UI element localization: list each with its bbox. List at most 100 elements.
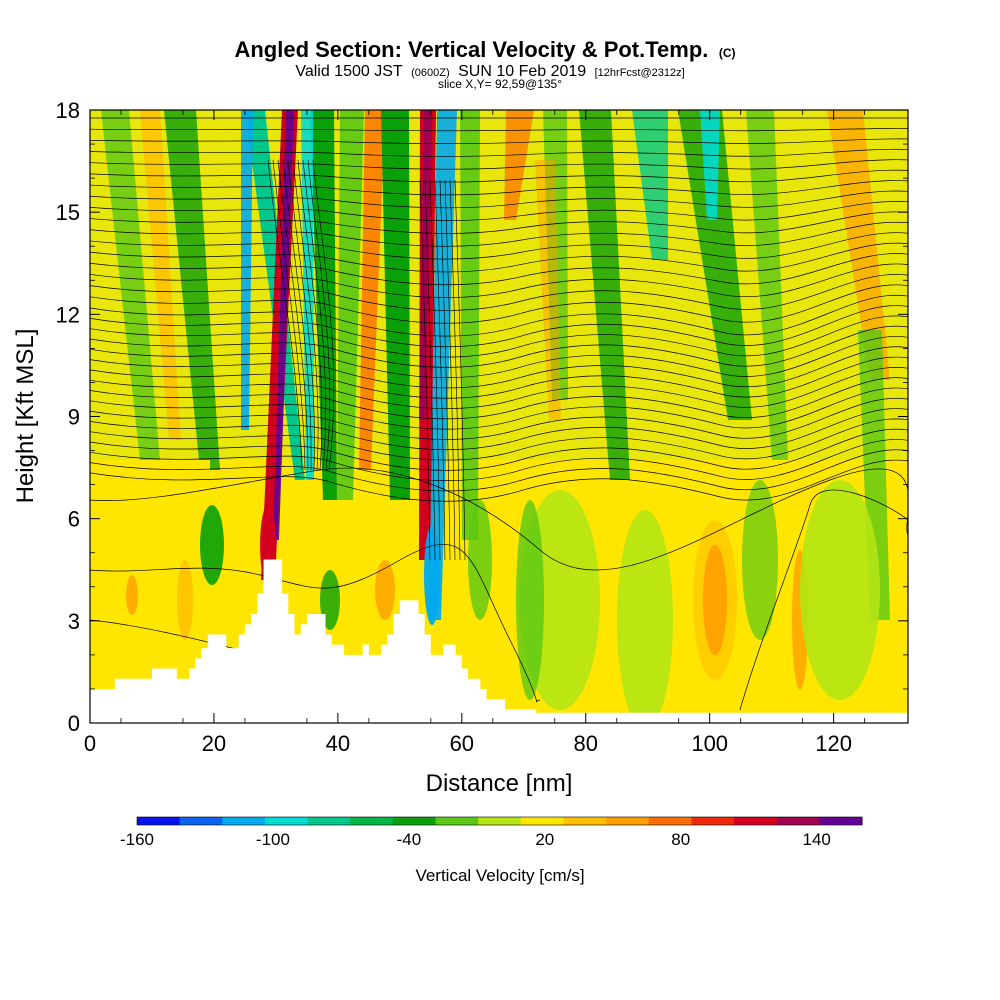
field-patch: [126, 575, 138, 615]
colorbar: -160 -100 -40 20 80 140: [120, 816, 863, 849]
title-slice: slice X,Y= 92,59@135°: [438, 77, 562, 91]
y-tick-label: 6: [68, 507, 80, 532]
theta-contour-line: [90, 467, 908, 571]
colorbar-tick-label: -100: [256, 830, 290, 849]
colorbar-swatch: [648, 817, 692, 825]
field-patch: [375, 560, 395, 620]
x-tick-label: 80: [574, 731, 598, 756]
field-streak: [579, 110, 630, 480]
theta-contour-line: [90, 148, 908, 157]
theta-contour-line: [90, 449, 908, 492]
colorbar-swatch: [307, 817, 351, 825]
theta-contour-line: [90, 366, 908, 409]
theta-contour-line: [90, 263, 908, 298]
title-valid-utc: (0600Z): [411, 67, 450, 79]
colorbar-swatch: [520, 817, 564, 825]
theta-contour-line: [282, 159, 312, 471]
colorbar-swatch: [478, 817, 522, 825]
x-tick-label: 0: [84, 731, 96, 756]
field-streak: [301, 110, 314, 480]
chart-title: Angled Section: Vertical Velocity & Pot.…: [234, 37, 735, 91]
y-tick-label: 12: [56, 302, 80, 327]
theta-contour-line: [90, 221, 908, 247]
theta-contour-line: [90, 418, 908, 461]
colorbar-tick-label: 20: [535, 830, 554, 849]
x-tick-label: 60: [450, 731, 474, 756]
field-streak: [140, 110, 181, 440]
theta-contour-line: [434, 179, 446, 561]
svg-text:Valid 1500 JST (0600Z): Valid 1500 JST (0600Z) SUN 10 Feb 2019 […: [295, 63, 684, 80]
theta-contour-line: [90, 408, 908, 451]
colorbar-tick-label: 80: [671, 830, 690, 849]
field-patch: [693, 520, 737, 680]
field-streak: [419, 110, 432, 420]
theta-contour-line: [90, 459, 908, 502]
x-tick-label: 100: [691, 731, 728, 756]
theta-contour-line: [312, 159, 335, 471]
colorbar-swatch: [606, 817, 650, 825]
theta-contour-line: [449, 179, 461, 561]
svg-text:Angled Section: Vertical Veloc: Angled Section: Vertical Velocity & Pot.…: [234, 37, 735, 62]
field-streak: [700, 110, 720, 220]
theta-contour-line: [90, 543, 541, 703]
field-streak: [678, 110, 752, 420]
colorbar-swatch: [264, 817, 309, 825]
theta-contour-line: [90, 356, 908, 399]
field-streak: [273, 110, 294, 540]
field-patch: [516, 500, 544, 700]
y-tick-label: 15: [56, 200, 80, 225]
theta-contour-line: [90, 169, 908, 183]
axis-ticks: 0 20 40 60 80 100 120 0 3 6 9 12 15 18: [56, 98, 908, 756]
colorbar-label: Vertical Velocity [cm/s]: [415, 866, 584, 885]
theta-contour-line: [90, 325, 908, 368]
field-streak: [460, 110, 480, 540]
field-streak: [310, 110, 337, 500]
x-tick-label: 40: [326, 731, 350, 756]
theta-contour-line: [90, 190, 908, 209]
theta-contour-line: [90, 284, 908, 324]
theta-contour-line: [90, 159, 908, 170]
colorbar-frame: [136, 816, 863, 826]
field-streak: [632, 110, 668, 260]
theta-contour-line: [90, 439, 908, 481]
field-patch: [468, 500, 492, 620]
theta-contour-line: [90, 128, 908, 132]
theta-contour-line: [90, 305, 908, 348]
title-valid-prefix: Valid 1500 JST: [295, 63, 403, 80]
theta-contour-line: [90, 138, 908, 145]
theta-contour-line: [90, 294, 908, 337]
y-tick-label: 0: [68, 711, 80, 736]
y-axis-label: Height [Kft MSL]: [12, 329, 39, 504]
theta-contour-line: [277, 159, 309, 471]
field-streak: [359, 110, 385, 470]
theta-contours: [90, 117, 908, 711]
theta-contour-line: [739, 489, 908, 711]
theta-contour-line: [267, 159, 303, 471]
colorbar-swatch: [776, 817, 820, 825]
theta-contour-line: [454, 179, 466, 561]
x-axis-label: Distance [nm]: [426, 770, 573, 797]
field-patch: [200, 505, 224, 585]
field-streak: [827, 110, 890, 380]
theta-contour-line: [90, 346, 908, 389]
colorbar-tick-label: -40: [397, 830, 422, 849]
theta-contour-line: [90, 180, 908, 196]
theta-contour-line: [90, 232, 908, 260]
velocity-field: [90, 110, 908, 723]
colorbar-swatch: [137, 817, 181, 825]
theta-contour-line: [90, 242, 908, 273]
field-streak: [241, 110, 253, 430]
y-tick-label: 3: [68, 609, 80, 634]
title-main: Angled Section: Vertical Velocity & Pot.…: [234, 37, 708, 62]
colorbar-swatch: [734, 817, 778, 825]
theta-contour-line: [439, 179, 451, 561]
colorbar-swatch: [350, 817, 394, 825]
field-patch: [800, 480, 880, 700]
theta-contour-line: [424, 179, 436, 561]
colorbar-tick-label: 140: [803, 830, 831, 849]
y-tick-label: 18: [56, 98, 80, 123]
title-main-suffix: (C): [719, 46, 736, 60]
theta-contour-line: [297, 159, 323, 471]
theta-contour-line: [302, 159, 326, 471]
